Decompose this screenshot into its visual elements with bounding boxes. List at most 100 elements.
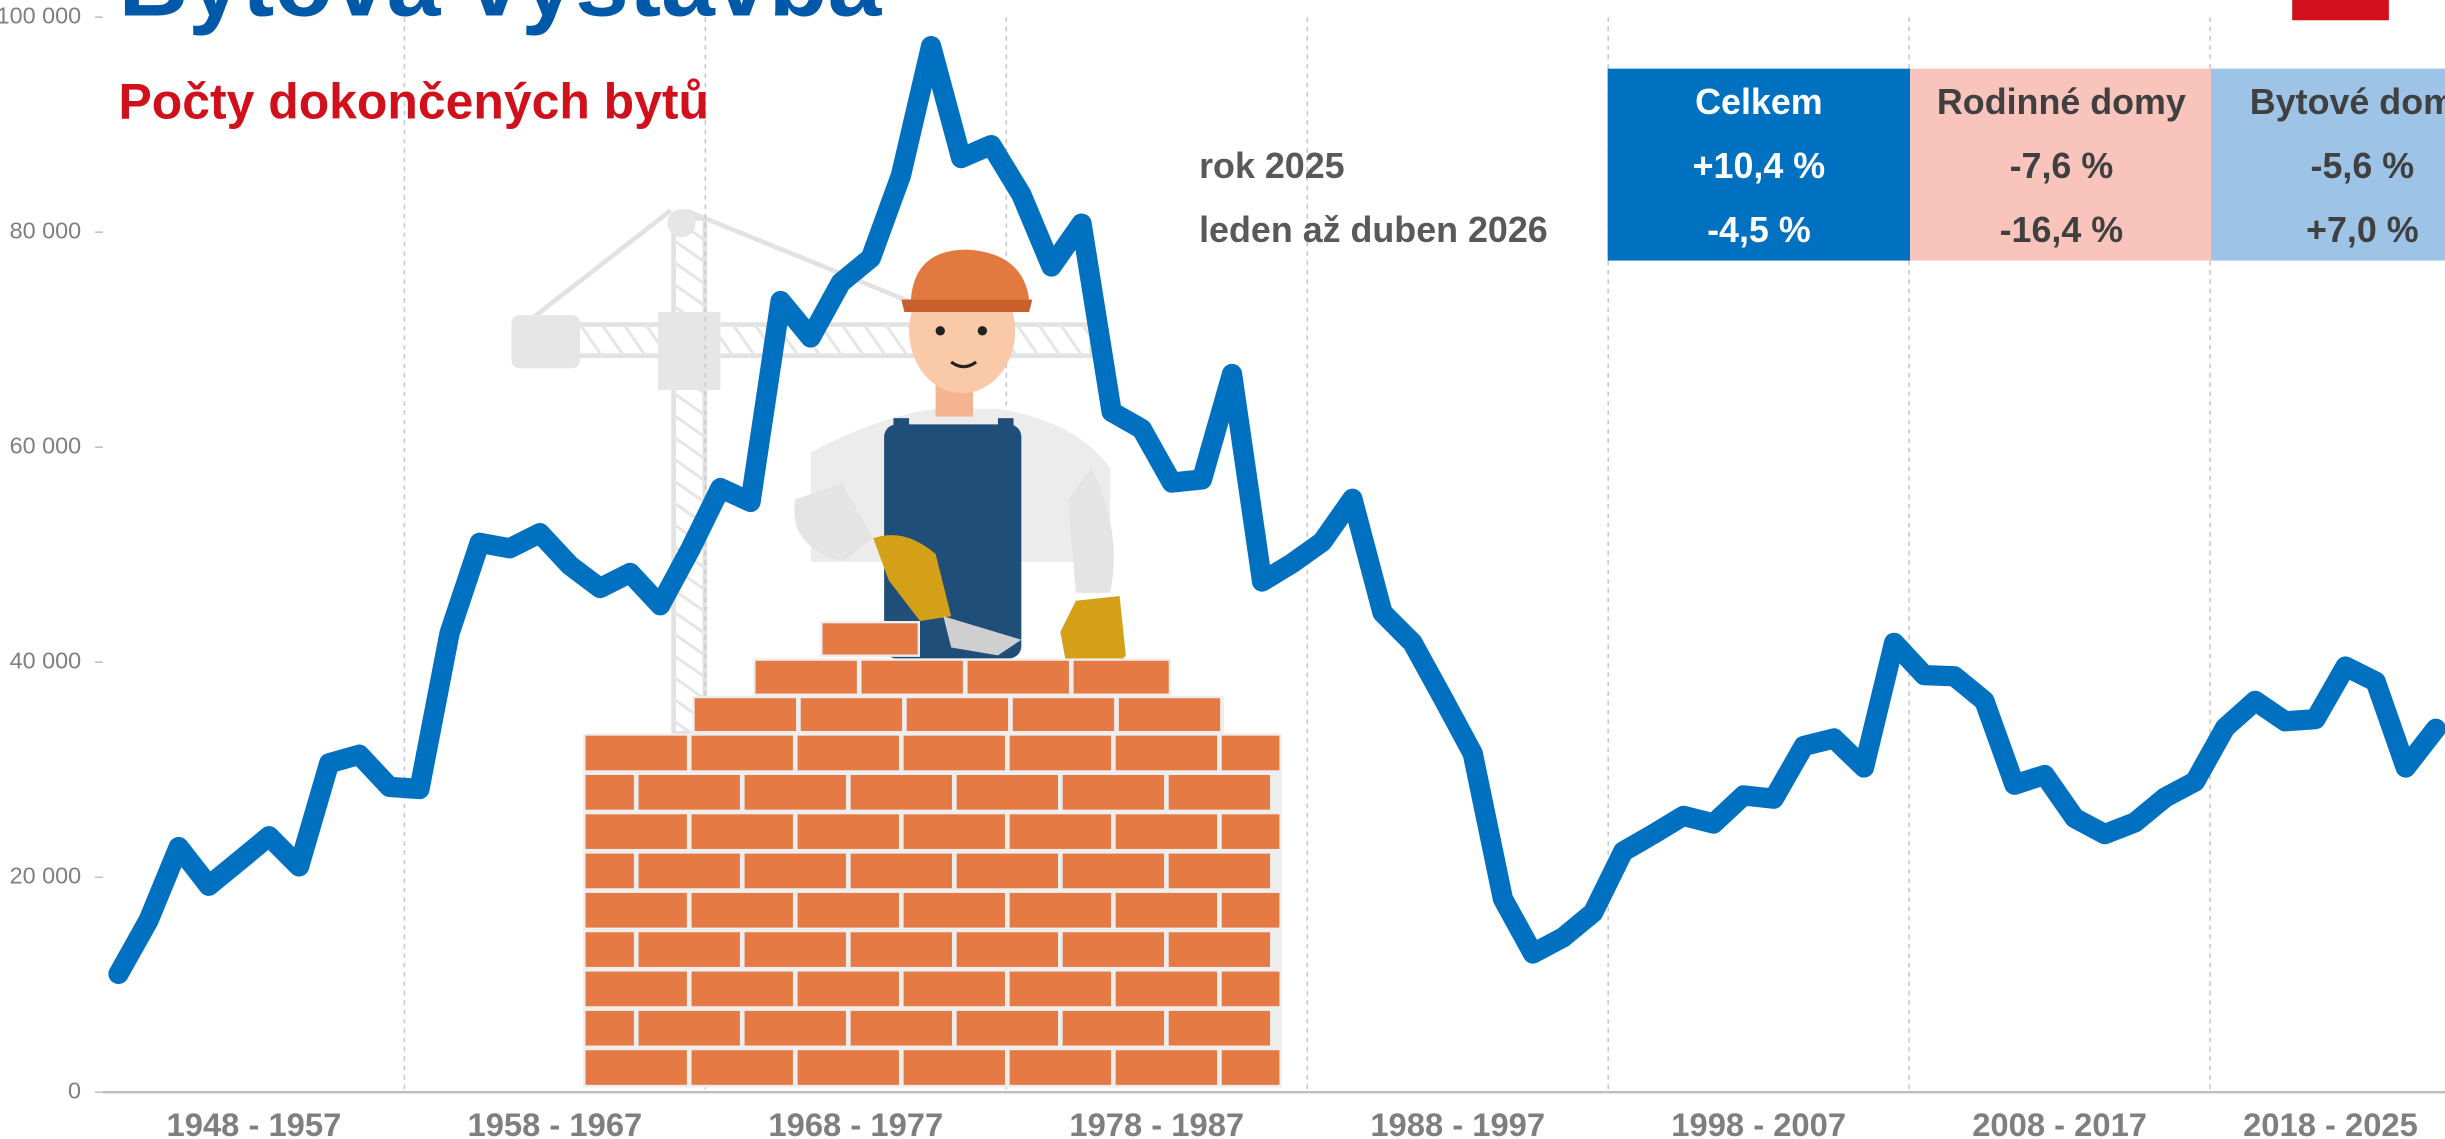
lattice (886, 325, 908, 356)
lattice (674, 612, 705, 634)
brick (639, 1011, 740, 1046)
x-tick-label: 1968 - 1977 (768, 1106, 943, 1139)
brick (798, 736, 899, 771)
brick (1013, 698, 1114, 731)
brick (745, 1011, 846, 1046)
lattice (674, 393, 705, 415)
brick (1222, 893, 1280, 928)
page: 020 00040 00060 00080 000100 0001948 - 1… (0, 0, 2445, 1139)
brick (639, 854, 740, 889)
brick (957, 775, 1058, 810)
brick (1116, 893, 1217, 928)
brick (1119, 698, 1220, 731)
y-tick-label: 80 000 (10, 217, 81, 243)
brick (586, 972, 687, 1007)
brick (904, 893, 1005, 928)
lattice (842, 325, 864, 356)
table-cell: +7,0 % (2306, 210, 2419, 250)
brick (745, 854, 846, 889)
brick (957, 854, 1058, 889)
lattice (864, 325, 886, 356)
brick (586, 775, 634, 810)
brick (904, 1050, 1005, 1085)
brick (1222, 814, 1280, 849)
lattice (674, 633, 705, 655)
brick (1010, 972, 1111, 1007)
lattice (580, 325, 602, 356)
brick (586, 854, 634, 889)
table-cell: -4,5 % (1707, 210, 1811, 250)
brick (1010, 736, 1111, 771)
brick (692, 893, 793, 928)
brick (904, 972, 1005, 1007)
row-label: rok 2025 (1199, 146, 1345, 186)
brick (957, 1011, 1058, 1046)
lattice (733, 325, 755, 356)
brick (907, 698, 1008, 731)
lattice (1017, 325, 1039, 356)
table-cell: +10,4 % (1693, 146, 1826, 186)
table-header: Rodinné domy (1937, 82, 2186, 122)
lattice (602, 325, 624, 356)
table-header: Bytové domy (2250, 82, 2445, 122)
x-tick-label: 1958 - 1967 (467, 1106, 642, 1139)
brick (862, 661, 963, 694)
lattice (1039, 325, 1061, 356)
brick (1010, 893, 1111, 928)
crane-weight (511, 315, 580, 368)
brick (1222, 1050, 1280, 1085)
brick (1116, 1050, 1217, 1085)
brick (1222, 972, 1280, 1007)
brick (695, 698, 796, 731)
lattice (674, 590, 705, 612)
brick (1169, 854, 1270, 889)
brick (1010, 1050, 1111, 1085)
brick (1063, 775, 1164, 810)
brick (957, 932, 1058, 967)
brick (745, 932, 846, 967)
table-cell: -5,6 % (2311, 146, 2415, 186)
brick (1169, 932, 1270, 967)
brick (692, 972, 793, 1007)
brick (639, 932, 740, 967)
y-tick-label: 100 000 (0, 2, 81, 28)
brick (1169, 1011, 1270, 1046)
x-tick-label: 2018 - 2025 (2243, 1106, 2418, 1139)
brick (586, 893, 687, 928)
y-tick-label: 20 000 (10, 862, 81, 888)
chart: 020 00040 00060 00080 000100 0001948 - 1… (0, 0, 2445, 1139)
y-tick-label: 60 000 (10, 432, 81, 458)
brick (692, 1050, 793, 1085)
brick (1063, 1011, 1164, 1046)
brick (1116, 814, 1217, 849)
brick (586, 814, 687, 849)
brick (692, 814, 793, 849)
row-label: leden až duben 2026 (1199, 210, 1548, 250)
brick (968, 661, 1069, 694)
brick (1116, 736, 1217, 771)
lattice (1060, 325, 1082, 356)
brick (586, 1011, 634, 1046)
brick (692, 736, 793, 771)
brick (586, 736, 687, 771)
y-tick-label: 0 (68, 1077, 81, 1103)
brick (745, 775, 846, 810)
brick (851, 1011, 952, 1046)
brick (798, 893, 899, 928)
chart-title: Bytová výstavba (119, 0, 883, 37)
x-tick-label: 1988 - 1997 (1370, 1106, 1545, 1139)
brick (755, 661, 856, 694)
brick (798, 1050, 899, 1085)
lattice (624, 325, 646, 356)
lattice (674, 284, 705, 306)
brick (904, 736, 1005, 771)
brick (1063, 932, 1164, 967)
lattice (674, 415, 705, 437)
brick (851, 854, 952, 889)
lattice (674, 240, 705, 262)
brick (798, 972, 899, 1007)
brick (1063, 854, 1164, 889)
y-tick-label: 40 000 (10, 647, 81, 673)
brick (1169, 775, 1270, 810)
